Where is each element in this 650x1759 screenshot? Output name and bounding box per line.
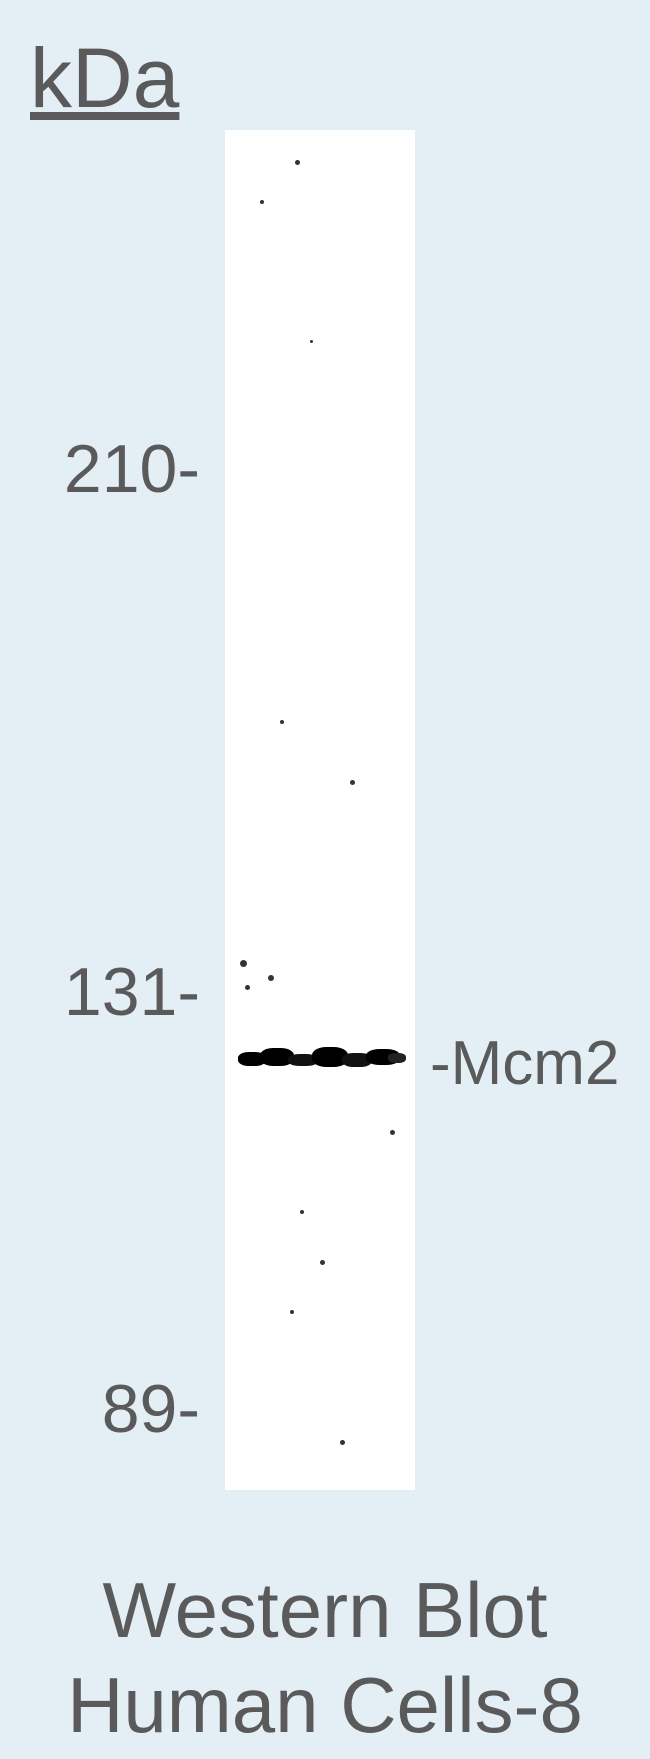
noise-speck: [340, 1440, 345, 1445]
mw-marker-131: 131-: [0, 953, 200, 1031]
noise-speck: [295, 160, 300, 165]
band-smudge: [388, 1053, 406, 1063]
mw-marker-210: 210-: [0, 430, 200, 508]
noise-speck: [290, 1310, 294, 1314]
noise-speck: [260, 200, 264, 204]
mw-marker-89: 89-: [0, 1370, 200, 1448]
blot-lane: [225, 130, 415, 1490]
noise-speck: [300, 1210, 304, 1214]
caption-line-1: Western Blot: [0, 1565, 650, 1656]
noise-speck: [245, 985, 250, 990]
noise-speck: [320, 1260, 325, 1265]
noise-speck: [310, 340, 313, 343]
noise-speck: [268, 975, 274, 981]
axis-unit-label: kDa: [30, 30, 179, 127]
band-label-mcm2: -Mcm2: [430, 1028, 619, 1099]
noise-speck: [390, 1130, 395, 1135]
caption-line-2: Human Cells-8: [0, 1660, 650, 1751]
noise-speck: [280, 720, 284, 724]
noise-speck: [350, 780, 355, 785]
noise-speck: [240, 960, 247, 967]
